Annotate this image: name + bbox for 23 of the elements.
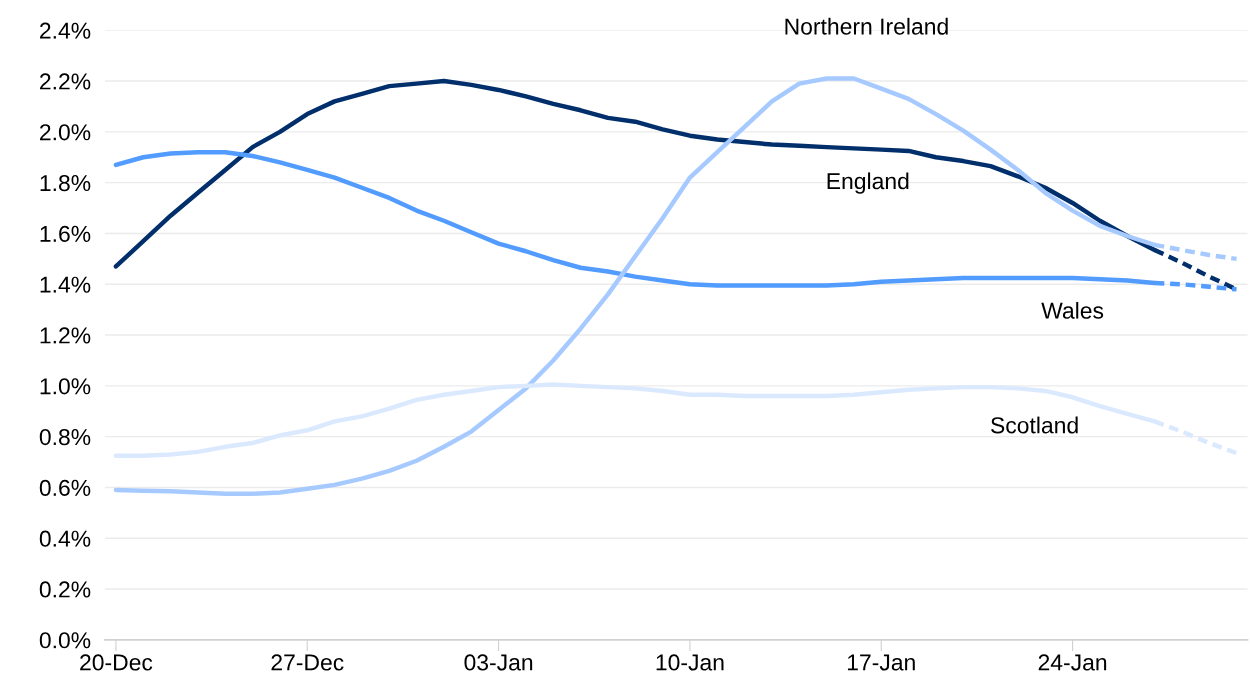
series-label: Wales bbox=[1041, 301, 1104, 319]
x-tick-label: 17-Jan bbox=[847, 654, 915, 671]
series-label: Scotland bbox=[991, 416, 1078, 434]
text: Northern Ireland bbox=[785, 17, 948, 35]
y-tick-label: 1.8% bbox=[40, 174, 91, 192]
x-tick-label: 24-Jan bbox=[1038, 654, 1107, 671]
y-tick-label: 0.4% bbox=[39, 530, 91, 547]
y-tick-label: 0.8% bbox=[39, 428, 91, 446]
y-tick-label: 2.2% bbox=[40, 73, 91, 90]
y-tick-label: 0.6% bbox=[39, 479, 91, 496]
y-tick-label: 1.0% bbox=[40, 378, 91, 395]
y-tick-label: 2.4% bbox=[40, 22, 91, 39]
x-tick-label: 03-Jan bbox=[464, 654, 533, 671]
y-tick-label: 1.4% bbox=[40, 276, 91, 293]
series-label: England bbox=[827, 172, 909, 194]
y-tick-label: 0.0% bbox=[39, 632, 91, 649]
y-tick-label: 1.2% bbox=[40, 327, 91, 344]
x-tick-label: 27-Dec bbox=[271, 654, 344, 671]
x-tick-label: 20-Dec bbox=[80, 654, 153, 671]
y-tick-label: 0.2% bbox=[39, 581, 91, 598]
y-tick-label: 2.0% bbox=[40, 124, 91, 141]
y-tick-label: 1.6% bbox=[40, 225, 91, 242]
x-tick-label: 10-Jan bbox=[656, 654, 724, 671]
